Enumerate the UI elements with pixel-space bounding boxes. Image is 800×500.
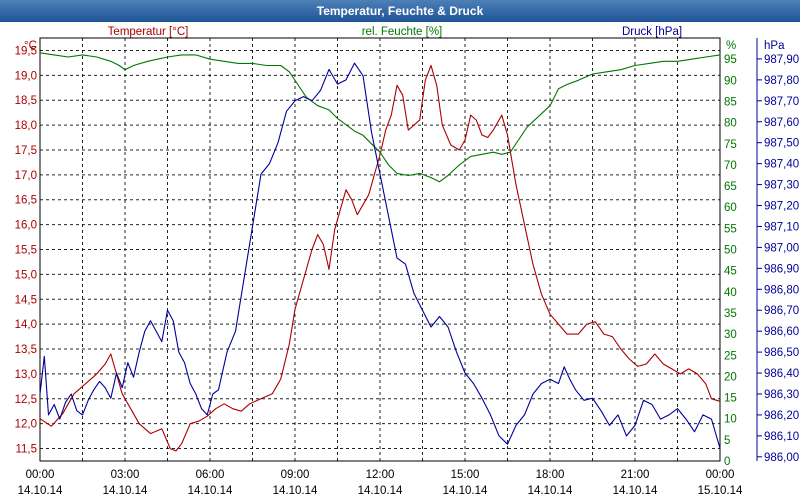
pressure-unit-label: hPa xyxy=(764,40,785,52)
humidity-tick-label: 80 xyxy=(724,118,737,130)
x-tick-time: 00:00 xyxy=(26,469,55,481)
pressure-series-line xyxy=(39,62,721,449)
pressure-tick-label: 986,10 xyxy=(764,431,799,443)
humidity-tick-label: 0 xyxy=(724,456,730,468)
humidity-tick-label: 70 xyxy=(724,160,737,172)
x-tick-date: 14.10.14 xyxy=(443,485,488,497)
x-tick-date: 14.10.14 xyxy=(188,485,233,497)
temperature-tick-label: 13,5 xyxy=(15,344,37,356)
temperature-tick-label: 16,5 xyxy=(15,195,37,207)
x-tick-labels: 00:00 14.10.14 03:00 14.10.14 06:00 14.10.14 0… xyxy=(18,469,743,497)
pressure-tick-label: 986,90 xyxy=(764,263,799,275)
temperature-tick-label: 17,0 xyxy=(15,170,37,182)
temperature-tick-label: 17,5 xyxy=(15,145,37,157)
humidity-tick-label: 30 xyxy=(724,329,737,341)
humidity-tick-label: 35 xyxy=(724,308,737,320)
pressure-tick-labels: 987,90 987,80 987,70 987,60 987,50 987,40 987,… xyxy=(756,38,799,464)
temperature-tick-label: 15,5 xyxy=(15,245,37,257)
x-tick-date: 14.10.14 xyxy=(103,485,148,497)
temperature-tick-label: 18,0 xyxy=(15,120,37,132)
x-tick-date: 14.10.14 xyxy=(528,485,573,497)
x-tick-time: 06:00 xyxy=(196,469,225,481)
pressure-tick-label: 987,50 xyxy=(764,138,799,150)
temperature-unit-label: °C xyxy=(24,40,37,52)
pressure-tick-label: 987,70 xyxy=(764,96,799,108)
pressure-tick-label: 986,30 xyxy=(764,389,799,401)
humidity-tick-label: 20 xyxy=(724,371,737,383)
pressure-tick-label: 986,20 xyxy=(764,410,799,422)
humidity-tick-label: 75 xyxy=(724,139,737,151)
window-title: Temperatur, Feuchte & Druck xyxy=(0,0,800,22)
temperature-tick-label: 16,0 xyxy=(15,220,37,232)
humidity-axis-title: rel. Feuchte [%] xyxy=(362,26,443,38)
axis-titles: Temperatur [°C] rel. Feuchte [%] Druck [… xyxy=(24,26,785,52)
pressure-tick-label: 987,60 xyxy=(764,117,799,129)
humidity-tick-label: 40 xyxy=(724,287,737,299)
pressure-tick-label: 986,50 xyxy=(764,347,799,359)
humidity-tick-label: 10 xyxy=(724,414,737,426)
humidity-series-line xyxy=(39,52,721,183)
pressure-axis-title: Druck [hPa] xyxy=(622,26,682,38)
x-tick-date: 14.10.14 xyxy=(613,485,658,497)
temperature-tick-label: 18,5 xyxy=(15,95,37,107)
humidity-tick-label: 60 xyxy=(724,202,737,214)
pressure-tick-label: 987,00 xyxy=(764,242,799,254)
x-tick-date: 15.10.14 xyxy=(698,485,743,497)
pressure-tick-label: 986,00 xyxy=(764,452,799,464)
pressure-tick-label: 986,40 xyxy=(764,368,799,380)
pressure-tick-label: 987,90 xyxy=(764,54,799,66)
x-tick-time: 15:00 xyxy=(451,469,480,481)
x-tick-time: 03:00 xyxy=(111,469,140,481)
temperature-tick-label: 14,0 xyxy=(15,319,37,331)
temperature-tick-label: 12,5 xyxy=(15,394,37,406)
humidity-tick-label: 15 xyxy=(724,393,737,405)
grid-lines xyxy=(40,38,720,461)
series-lines xyxy=(39,52,721,452)
temperature-tick-label: 19,0 xyxy=(15,70,37,82)
humidity-tick-label: 85 xyxy=(724,96,737,108)
pressure-tick-label: 987,10 xyxy=(764,221,799,233)
x-tick-time: 21:00 xyxy=(621,469,650,481)
humidity-tick-label: 95 xyxy=(724,54,737,66)
x-tick-time: 09:00 xyxy=(281,469,310,481)
humidity-tick-label: 90 xyxy=(724,75,737,87)
humidity-tick-label: 25 xyxy=(724,350,737,362)
humidity-tick-label: 5 xyxy=(724,435,730,447)
temperature-series-line xyxy=(39,64,721,452)
pressure-tick-label: 987,20 xyxy=(764,201,799,213)
pressure-tick-label: 986,80 xyxy=(764,284,799,296)
x-tick-date: 14.10.14 xyxy=(273,485,318,497)
x-tick-time: 00:00 xyxy=(706,469,735,481)
x-tick-date: 14.10.14 xyxy=(18,485,63,497)
humidity-tick-label: 50 xyxy=(724,245,737,257)
temperature-tick-label: 19,5 xyxy=(15,45,37,57)
temperature-axis-title: Temperatur [°C] xyxy=(108,26,189,38)
temperature-tick-label: 14,5 xyxy=(15,294,37,306)
pressure-tick-label: 987,30 xyxy=(764,180,799,192)
pressure-tick-label: 987,40 xyxy=(764,159,799,171)
temperature-tick-label: 13,0 xyxy=(15,369,37,381)
humidity-tick-label: 55 xyxy=(724,223,737,235)
humidity-tick-label: 45 xyxy=(724,266,737,278)
temperature-tick-labels: 19,5 19,0 18,5 18,0 17,5 17,0 16,5 16,0 15,5 15,0… xyxy=(15,45,37,455)
x-tick-time: 18:00 xyxy=(536,469,565,481)
temperature-tick-label: 11,5 xyxy=(15,444,37,456)
humidity-tick-label: 65 xyxy=(724,181,737,193)
x-tick-time: 12:00 xyxy=(366,469,395,481)
pressure-tick-label: 987,80 xyxy=(764,75,799,87)
temperature-tick-label: 15,0 xyxy=(15,269,37,281)
pressure-tick-label: 986,70 xyxy=(764,305,799,317)
pressure-tick-label: 986,60 xyxy=(764,326,799,338)
temperature-tick-label: 12,0 xyxy=(15,419,37,431)
humidity-unit-label: % xyxy=(726,40,736,52)
x-tick-date: 14.10.14 xyxy=(358,485,403,497)
